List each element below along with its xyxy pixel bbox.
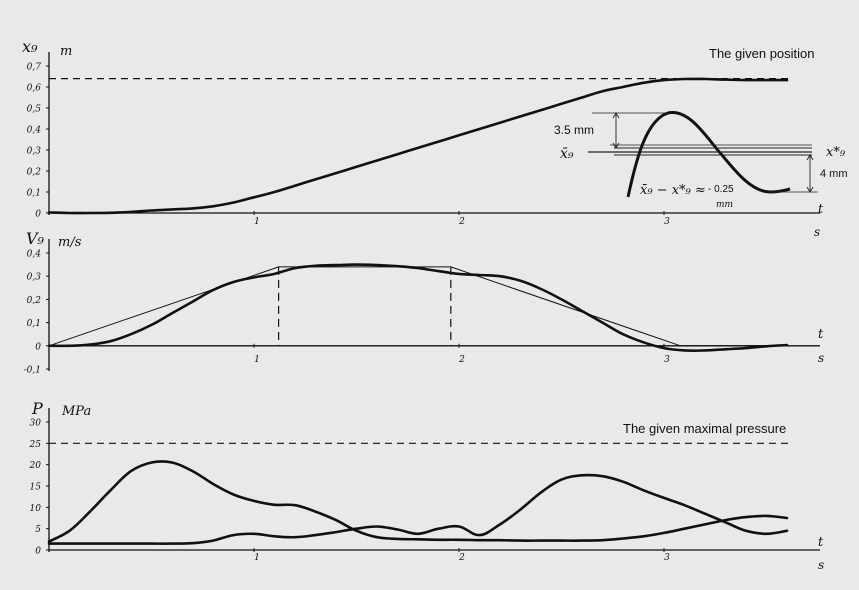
error-expression: x̄₉ − x*₉ ≈ (640, 183, 706, 198)
series-line-2 (47, 473, 789, 545)
y-tick-label: 20 (29, 461, 42, 471)
x-tick-label: 2 (458, 217, 465, 227)
y-tick-label: 0,7 (27, 63, 42, 73)
overshoot-label: 3.5 mm (554, 123, 594, 137)
undershoot-label: 4 mm (820, 168, 848, 180)
y-tick-label: 25 (29, 440, 42, 450)
xbar-label: x̄₉ (560, 146, 574, 162)
x-tick-label: 3 (664, 355, 670, 365)
y-tick-label: 0 (35, 342, 41, 352)
x-tick-label: 3 (664, 553, 670, 563)
y-tick-label: 0,1 (27, 189, 41, 199)
y-tick-label: 0,3 (27, 273, 42, 283)
xstar-label: x*₉ (826, 145, 846, 160)
x-tick-label: 1 (254, 217, 260, 227)
pressure-unit-label: MPa (61, 404, 91, 419)
y-tick-label: 30 (30, 419, 42, 429)
y-tick-label: 0,1 (27, 319, 41, 329)
pressure-chart: P MPa The given maximal pressure s t 0 5 1… (29, 399, 825, 572)
position-chart: x₉ m The given position s t 3.5 mm 4 mm … (22, 37, 848, 239)
y-tick-label: -0,1 (24, 366, 41, 376)
velocity-x-axis-letter: t (818, 327, 824, 342)
x-tick-label: 2 (458, 553, 465, 563)
velocity-chart: V₉ m/s s t -0,1 0 0,1 0,2 0,3 0,4 1 2 3 (24, 229, 825, 376)
y-tick-label: 0 (35, 210, 41, 220)
position-x-unit: s (814, 225, 820, 239)
velocity-unit-label: m/s (58, 235, 82, 250)
y-tick-label: 0 (35, 547, 41, 557)
error-unit: mm (716, 200, 733, 210)
y-tick-label: 0,2 (27, 296, 42, 306)
series-line-1 (47, 77, 789, 215)
error-value: - 0.25 (708, 184, 734, 195)
position-x-axis-letter: t (818, 202, 824, 217)
position-unit-label: m (60, 44, 72, 59)
y-tick-label: 0,3 (27, 147, 42, 157)
x-tick-label: 1 (254, 553, 260, 563)
position-axis-symbol: x₉ (22, 37, 38, 56)
pressure-x-unit: s (818, 558, 824, 572)
y-tick-label: 10 (30, 504, 42, 514)
series-line-1 (47, 460, 789, 543)
y-tick-label: 15 (30, 483, 42, 493)
overshoot-arrowheads (612, 112, 620, 149)
y-tick-label: 0,2 (27, 168, 42, 178)
y-tick-label: 0,4 (27, 250, 42, 260)
y-tick-label: 0,4 (27, 126, 42, 136)
series-line-2 (48, 266, 788, 347)
velocity-x-unit: s (818, 351, 824, 365)
x-tick-label: 2 (458, 355, 465, 365)
pressure-x-axis-letter: t (818, 535, 824, 550)
velocity-axis-symbol: V₉ (26, 229, 45, 248)
overshoot-inset: 3.5 mm 4 mm x̄₉ x*₉ x̄₉ − x*₉ ≈ - 0.25 m… (554, 111, 848, 210)
y-tick-label: 0,5 (27, 105, 42, 115)
series-line-1 (47, 263, 789, 352)
undershoot-arrowheads (806, 154, 814, 193)
given-max-pressure-annotation: The given maximal pressure (623, 421, 786, 436)
y-tick-label: 5 (35, 525, 41, 535)
y-tick-label: 0,6 (27, 84, 42, 94)
given-position-annotation: The given position (709, 46, 815, 61)
x-tick-label: 1 (254, 355, 260, 365)
x-tick-label: 3 (664, 217, 670, 227)
pressure-axis-symbol: P (31, 399, 43, 418)
